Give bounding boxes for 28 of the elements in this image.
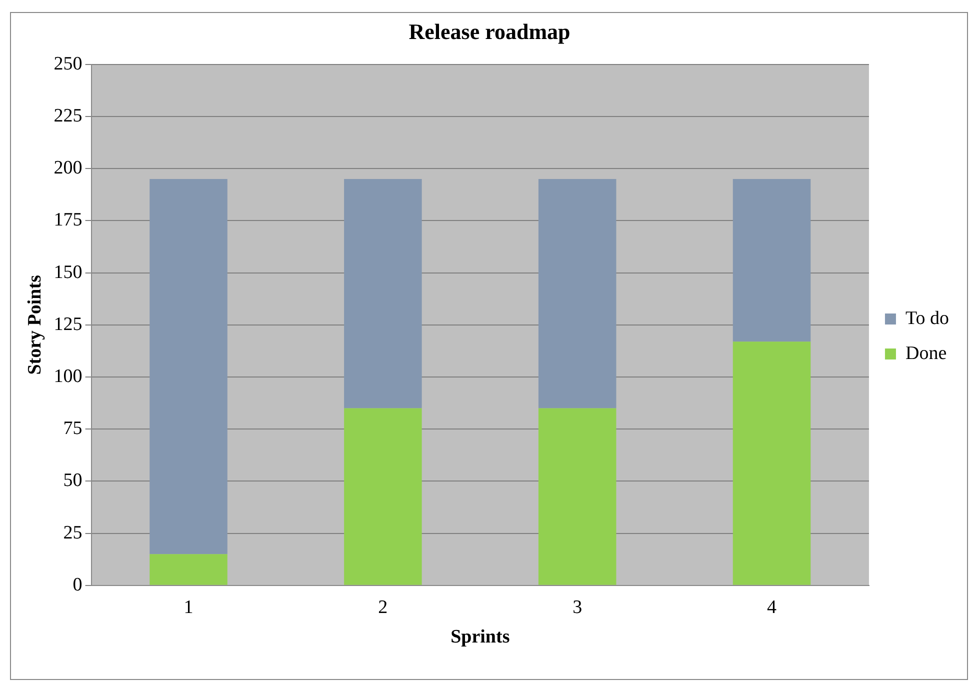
bar bbox=[344, 179, 422, 408]
y-tick-label: 50 bbox=[63, 470, 82, 492]
y-tick-label: 75 bbox=[63, 418, 82, 440]
x-tick-label: 3 bbox=[572, 596, 582, 618]
x-tick-label: 4 bbox=[767, 596, 778, 618]
y-axis-title: Story Points bbox=[24, 275, 46, 375]
x-axis-title: Sprints bbox=[450, 626, 510, 648]
bar bbox=[150, 179, 228, 554]
x-tick-label: 2 bbox=[378, 596, 388, 618]
bar bbox=[732, 342, 811, 585]
y-tick-label: 150 bbox=[54, 262, 82, 283]
y-tick-label: 175 bbox=[54, 210, 82, 231]
bar bbox=[732, 179, 811, 342]
y-tick-label: 225 bbox=[54, 105, 82, 126]
bar bbox=[150, 554, 228, 585]
y-tick-label: 0 bbox=[72, 574, 82, 596]
bar bbox=[538, 408, 616, 585]
bar bbox=[538, 179, 616, 408]
legend-label: Done bbox=[905, 342, 947, 364]
y-tick-label: 200 bbox=[54, 158, 82, 179]
legend-label: To do bbox=[905, 308, 949, 329]
y-tick-label: 250 bbox=[54, 53, 82, 74]
y-tick-label: 125 bbox=[54, 314, 82, 335]
x-tick-label: 1 bbox=[184, 596, 194, 618]
chart-title: Release roadmap bbox=[408, 18, 570, 44]
bar bbox=[344, 408, 422, 585]
y-tick-label: 25 bbox=[63, 522, 82, 544]
y-tick-label: 100 bbox=[54, 366, 82, 387]
